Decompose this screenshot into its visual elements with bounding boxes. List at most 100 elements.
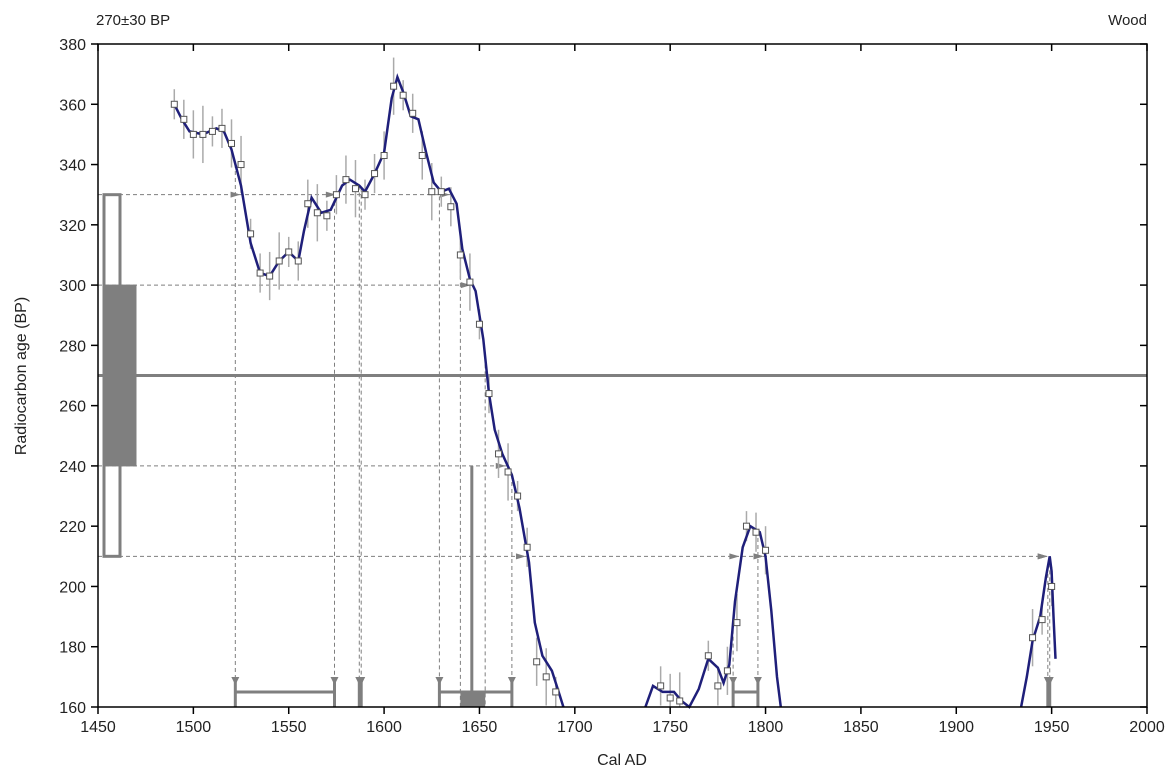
data-point: [247, 230, 255, 238]
x-tick-label: 1650: [462, 719, 498, 736]
y-tick-label: 360: [59, 97, 86, 114]
data-point: [485, 390, 493, 398]
data-point: [495, 450, 503, 458]
x-tick-label: 1500: [176, 719, 212, 736]
y-tick-label: 160: [59, 700, 86, 717]
data-point: [504, 468, 512, 476]
y-tick-label: 220: [59, 519, 86, 536]
data-point: [714, 682, 722, 690]
y-tick-label: 200: [59, 579, 86, 596]
data-point: [533, 658, 541, 666]
data-point: [285, 248, 293, 256]
data-point: [752, 528, 760, 536]
data-point: [542, 673, 550, 681]
error-bars: [173, 57, 1053, 707]
plot-frame: [97, 43, 1148, 708]
y-tick-label: 300: [59, 278, 86, 295]
x-tick-label: 1600: [366, 719, 402, 736]
x-tick-label: 1850: [843, 719, 879, 736]
data-point: [275, 257, 283, 265]
data-point: [323, 212, 331, 220]
data-point: [361, 191, 369, 199]
data-point: [351, 185, 359, 193]
data-point: [466, 278, 474, 286]
data-point: [342, 176, 350, 184]
data-point: [208, 127, 216, 135]
data-point: [237, 161, 245, 169]
calibration-curve-line: [644, 524, 783, 709]
data-point: [294, 257, 302, 265]
data-point: [304, 200, 312, 208]
data-point: [399, 91, 407, 99]
data-point: [313, 209, 321, 217]
data-point: [523, 543, 531, 551]
x-tick-label: 1950: [1034, 719, 1070, 736]
calibrated-ranges: [231, 465, 1054, 707]
data-point: [218, 124, 226, 132]
calibration-curve: [173, 73, 1057, 709]
y-tick-label: 180: [59, 640, 86, 657]
data-point: [437, 188, 445, 196]
calibration-curve-line: [1019, 556, 1057, 708]
data-point: [228, 139, 236, 147]
data-point: [1029, 634, 1037, 642]
data-point: [189, 130, 197, 138]
y-tick-label: 340: [59, 158, 86, 175]
data-point: [733, 619, 741, 627]
data-point: [676, 697, 684, 705]
data-point: [371, 170, 379, 178]
y-tick-label: 260: [59, 399, 86, 416]
one-sigma-box: [103, 284, 137, 467]
chart-header-right: Wood: [1108, 12, 1147, 29]
data-point: [447, 203, 455, 211]
x-tick-label: 1550: [271, 719, 307, 736]
measurement-boxes: [102, 193, 137, 558]
data-point: [456, 251, 464, 259]
y-tick-label: 380: [59, 37, 86, 54]
guide-arrow-right: [729, 553, 740, 560]
data-point: [390, 82, 398, 90]
guide-lines: [98, 163, 1147, 707]
x-tick-label: 1450: [80, 719, 116, 736]
data-point: [380, 152, 388, 160]
data-point: [514, 492, 522, 500]
data-point: [762, 546, 770, 554]
data-point: [475, 320, 483, 328]
data-point: [723, 667, 731, 675]
axes: 1450 1500 1550 1600 1650 1700 1750 1800 1850 1900…: [59, 37, 1165, 736]
data-point: [266, 272, 274, 280]
guide-arrow-right: [515, 553, 526, 560]
y-tick-label: 280: [59, 338, 86, 355]
x-tick-label: 1750: [652, 719, 688, 736]
x-axis-label: Cal AD: [597, 752, 647, 769]
data-point: [552, 688, 560, 696]
guide-arrow-right: [1037, 553, 1048, 560]
guide-arrow-right: [495, 462, 506, 469]
x-tick-label: 1800: [748, 719, 784, 736]
data-point: [418, 152, 426, 160]
y-tick-label: 240: [59, 459, 86, 476]
data-point: [657, 682, 665, 690]
chart-header-left: 270±30 BP: [96, 12, 171, 29]
x-tick-label: 1900: [938, 719, 974, 736]
data-point: [199, 130, 207, 138]
data-point: [332, 191, 340, 199]
data-point: [1038, 616, 1046, 624]
data-point: [742, 522, 750, 530]
data-point: [256, 269, 264, 277]
y-tick-label: 320: [59, 218, 86, 235]
data-points: [170, 82, 1056, 705]
data-point: [180, 115, 188, 123]
data-point: [409, 109, 417, 117]
data-point: [170, 100, 178, 108]
guide-arrow-right: [325, 191, 336, 198]
guide-arrow-right: [460, 282, 471, 289]
calibration-curve-line: [173, 73, 565, 708]
guide-arrow-right: [753, 553, 764, 560]
data-point: [666, 694, 674, 702]
data-point: [1048, 582, 1056, 590]
data-point: [428, 188, 436, 196]
y-axis-label: Radiocarbon age (BP): [13, 297, 30, 455]
x-tick-label: 2000: [1129, 719, 1165, 736]
